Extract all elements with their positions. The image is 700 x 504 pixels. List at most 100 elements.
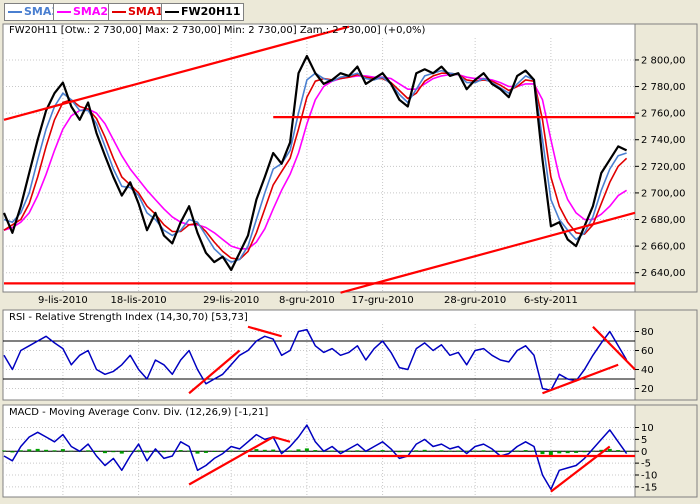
macd-ytick-label: -10 — [641, 471, 657, 482]
macd-ytick-label: -15 — [641, 482, 657, 493]
macd-histogram-bar — [52, 450, 57, 452]
macd-histogram-bar — [464, 451, 469, 452]
macd-histogram-bar — [279, 451, 284, 452]
rsi-ytick-label: 80 — [641, 327, 654, 338]
macd-histogram-bar — [119, 451, 124, 454]
x-tick-label: 17-gru-2010 — [352, 295, 414, 306]
rsi-trendline-1 — [188, 349, 241, 395]
macd-histogram-bar — [44, 449, 49, 452]
rsi-panel-title: RSI - Relative Strength Index (14,30,70)… — [9, 312, 248, 323]
macd-histogram-bar — [590, 450, 595, 452]
legend-swatch — [165, 11, 179, 13]
macd-histogram-bar — [10, 451, 15, 453]
macd-histogram-bar — [540, 451, 545, 455]
legend-label: FW20H11 — [181, 5, 241, 18]
macd-histogram-bar — [313, 450, 318, 452]
rsi-ytick-label: 40 — [641, 365, 654, 376]
legend-swatch — [57, 11, 71, 13]
price-ytick-label: 2 720,00 — [641, 162, 686, 173]
macd-histogram-bar — [128, 451, 133, 452]
series-sma1-line — [3, 72, 628, 261]
macd-panel-title: MACD - Moving Average Conv. Div. (12,26,… — [9, 407, 269, 418]
macd-trendline-1 — [188, 436, 274, 486]
macd-histogram-bar — [372, 450, 377, 452]
macd-y-axis-area — [634, 404, 698, 498]
macd-histogram-bar — [288, 450, 293, 452]
series-fw20h11-line — [2, 54, 628, 272]
macd-histogram-bar — [414, 450, 419, 452]
macd-histogram-bar — [136, 450, 141, 452]
rsi-ytick-label: 60 — [641, 346, 654, 357]
price-ytick-label: 2 660,00 — [641, 242, 686, 253]
price-ytick-label: 2 760,00 — [641, 109, 686, 120]
x-tick-label: 28-gru-2010 — [444, 295, 506, 306]
macd-histogram-bar — [582, 451, 587, 453]
rsi-y-axis-area — [634, 309, 698, 401]
macd-histogram-bar — [380, 450, 385, 452]
macd-histogram-bar — [187, 450, 192, 452]
price-plot-area — [2, 23, 636, 293]
macd-histogram-bar — [18, 450, 23, 452]
macd-histogram-bar — [153, 450, 158, 452]
macd-histogram-bar — [178, 450, 183, 452]
macd-histogram-bar — [616, 450, 621, 452]
macd-histogram-bar — [2, 450, 6, 452]
macd-histogram-bar — [145, 451, 150, 453]
legend-swatch — [8, 11, 22, 13]
macd-histogram-bar — [330, 450, 335, 452]
rsi-trendline-4 — [592, 325, 636, 371]
macd-ytick-label: 5 — [641, 435, 647, 446]
macd-histogram-bar — [548, 451, 553, 456]
rsi-ytick-label: 20 — [641, 384, 654, 395]
macd-histogram-bar — [624, 451, 629, 452]
macd-histogram-bar — [111, 451, 116, 453]
price-ytick-label: 2 700,00 — [641, 188, 686, 199]
macd-histogram-bar — [574, 451, 579, 453]
legend-item-sma2: SMA2 — [53, 3, 113, 21]
macd-histogram-bar — [397, 451, 402, 453]
x-tick-label: 9-lis-2010 — [38, 295, 88, 306]
macd-histogram-bar — [27, 449, 32, 452]
macd-histogram-bar — [304, 448, 309, 452]
macd-histogram-bar — [599, 449, 604, 452]
macd-histogram-bar — [338, 451, 343, 452]
price-ytick-label: 2 800,00 — [641, 55, 686, 66]
x-tick-label: 6-sty-2011 — [524, 295, 578, 306]
price-ytick-label: 2 680,00 — [641, 215, 686, 226]
legend-label: SMA2 — [73, 5, 109, 18]
rsi-plot-area — [2, 309, 636, 401]
price-panel-title: FW20H11 [Otw.: 2 730,00] Max: 2 730,00] … — [9, 25, 426, 36]
macd-histogram-bar — [489, 450, 494, 452]
series-rsi-line — [3, 328, 628, 392]
macd-histogram-bar — [523, 450, 528, 452]
macd-histogram-bar — [607, 448, 612, 452]
legend-item-sma1: SMA1 — [108, 3, 168, 21]
macd-trendline-2 — [272, 435, 291, 443]
macd-histogram-bar — [498, 451, 503, 452]
macd-histogram-bar — [60, 449, 65, 452]
macd-histogram-bar — [296, 449, 301, 452]
macd-histogram-bar — [439, 450, 444, 452]
macd-histogram-bar — [389, 450, 394, 452]
macd-histogram-bar — [456, 450, 461, 452]
price-ytick-label: 2 640,00 — [641, 268, 686, 279]
x-tick-label: 8-gru-2010 — [279, 295, 335, 306]
macd-histogram-bar — [431, 450, 436, 452]
macd-histogram-bar — [102, 451, 107, 454]
macd-histogram-bar — [237, 450, 242, 452]
macd-histogram-bar — [254, 449, 259, 452]
price-y-axis-area — [634, 23, 698, 293]
rsi-trendline-2 — [247, 325, 282, 338]
macd-histogram-bar — [405, 451, 410, 452]
legend-label: SMA3 — [24, 5, 60, 18]
macd-histogram-bar — [161, 451, 166, 453]
price-ytick-label: 2 780,00 — [641, 82, 686, 93]
macd-histogram-bar — [506, 451, 511, 452]
legend-item-sma3: SMA3 — [4, 3, 64, 21]
macd-histogram-bar — [86, 450, 91, 452]
legend-swatch — [112, 11, 126, 13]
macd-histogram-bar — [262, 449, 267, 452]
series-sma2-line — [3, 73, 628, 250]
